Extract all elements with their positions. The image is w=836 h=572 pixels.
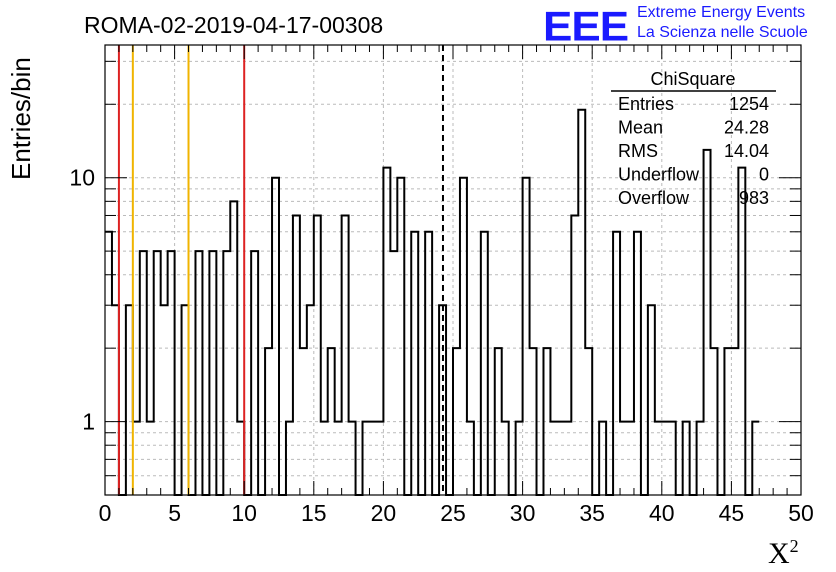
x-axis-label: X2 xyxy=(768,536,799,570)
logo-line-1: Extreme Energy Events xyxy=(637,4,806,21)
x-tick-label: 40 xyxy=(649,500,675,526)
y-tick-label: 10 xyxy=(69,165,95,191)
x-tick-label: 30 xyxy=(510,500,536,526)
stats-label: Underflow xyxy=(618,165,700,185)
stats-value: 983 xyxy=(739,188,769,208)
x-tick-label: 25 xyxy=(440,500,466,526)
x-tick-label: 0 xyxy=(99,500,112,526)
y-tick-labels: 1 10 xyxy=(69,165,95,435)
eee-logo: EEE xyxy=(543,3,629,50)
stats-label: RMS xyxy=(618,141,658,161)
run-title: ROMA-02-2019-04-17-00308 xyxy=(84,12,384,38)
stats-value: 14.04 xyxy=(724,141,769,161)
stats-label: Mean xyxy=(618,118,663,138)
stats-value: 1254 xyxy=(729,94,769,114)
stats-value: 24.28 xyxy=(724,118,769,138)
y-axis-label: Entries/bin xyxy=(6,57,36,180)
x-tick-label: 15 xyxy=(301,500,327,526)
reference-lines xyxy=(117,45,444,495)
y-tick-label: 1 xyxy=(82,409,95,435)
stats-title: ChiSquare xyxy=(650,69,735,89)
stats-box: ChiSquare Entries 1254 Mean 24.28 RMS 14.04 Und… xyxy=(611,69,776,208)
stats-value: 0 xyxy=(759,165,769,185)
x-tick-label: 10 xyxy=(231,500,257,526)
x-tick-label: 35 xyxy=(579,500,605,526)
logo-line-2: La Scienza nelle Scuole xyxy=(637,24,808,41)
x-tick-label: 5 xyxy=(168,500,181,526)
axis-ticks xyxy=(104,45,802,495)
stats-label: Overflow xyxy=(618,188,690,208)
x-tick-label: 50 xyxy=(788,500,814,526)
x-tick-label: 45 xyxy=(719,500,745,526)
x-tick-label: 20 xyxy=(371,500,397,526)
stats-label: Entries xyxy=(618,94,674,114)
x-tick-labels: 0 5 10 15 20 25 30 35 40 45 50 xyxy=(99,500,814,526)
